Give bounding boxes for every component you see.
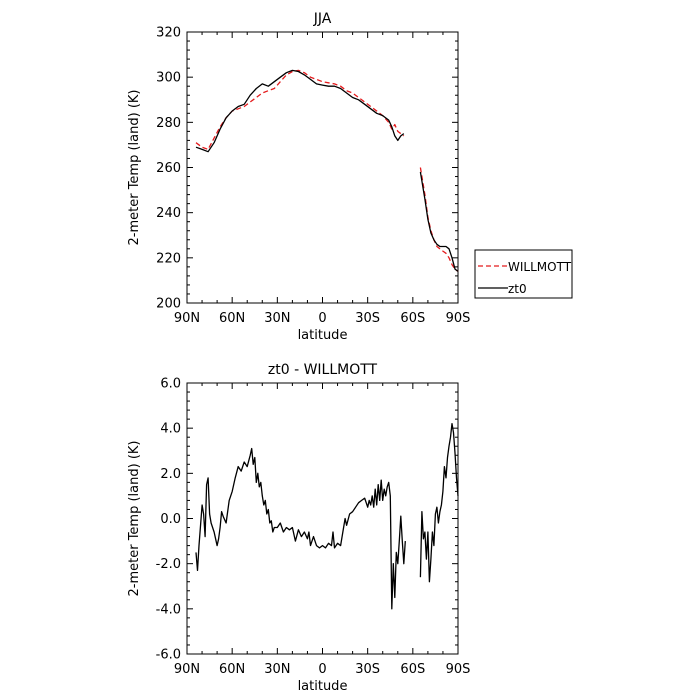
series-line-zt0: [419, 171, 459, 272]
plot-frame: [186, 382, 459, 655]
x-tick-label: 30N: [264, 311, 290, 326]
y-tick-label: 0.0: [160, 512, 181, 527]
y-tick-label: 2.0: [160, 467, 181, 482]
series-line-difference: [195, 447, 406, 610]
legend-label: WILLMOTT: [508, 260, 572, 274]
y-tick-label: 4.0: [160, 422, 181, 437]
y-tick-label: 320: [156, 26, 181, 41]
y-axis-label: 2-meter Temp (land) (K): [127, 90, 142, 246]
y-tick-label: 280: [156, 116, 181, 131]
legend-label: zt0: [508, 282, 527, 296]
series-line-willmott: [419, 167, 459, 272]
x-tick-label: 90S: [446, 662, 471, 677]
y-tick-label: -4.0: [156, 602, 181, 617]
y-tick-label: -2.0: [156, 557, 181, 572]
x-tick-label: 60S: [400, 311, 425, 326]
y-tick-label: 6.0: [160, 377, 181, 392]
x-tick-label: 60N: [219, 662, 245, 677]
chart-title: zt0 - WILLMOTT: [268, 362, 378, 378]
y-tick-label: 220: [156, 251, 181, 266]
panel-top: JJA 90N 60N 30N 0 30S 60S 90S 200 220 240 260 280 300…: [127, 11, 470, 343]
y-tick-label: 240: [156, 206, 181, 221]
y-axis-label: 2-meter Temp (land) (K): [127, 441, 142, 597]
x-tick-label: 60N: [219, 311, 245, 326]
x-tick-label: 90S: [446, 311, 471, 326]
x-tick-label: 30S: [355, 662, 380, 677]
x-tick-label: 30S: [355, 311, 380, 326]
x-tick-label: 30N: [264, 662, 290, 677]
plot-frame: [186, 31, 459, 304]
y-tick-label: 300: [156, 71, 181, 86]
x-tick-label: 0: [318, 662, 326, 677]
y-tick-label: 200: [156, 297, 181, 312]
y-tick-label: -6.0: [156, 648, 181, 663]
chart-title: JJA: [313, 11, 332, 27]
x-tick-label: 0: [318, 311, 326, 326]
legend-box: [474, 249, 573, 299]
x-tick-label: 60S: [400, 662, 425, 677]
x-tick-label: 90N: [174, 311, 200, 326]
x-axis-label: latitude: [298, 328, 348, 343]
series-line-difference: [419, 422, 459, 583]
x-axis-label: latitude: [298, 679, 348, 694]
legend: WILLMOTT zt0: [474, 249, 573, 299]
y-tick-label: 260: [156, 161, 181, 176]
x-tick-label: 90N: [174, 662, 200, 677]
series-line-zt0: [195, 69, 405, 153]
panel-bottom: zt0 - WILLMOTT 90N 60N 30N 0 30S 60S 90S -6.0 -4.…: [127, 362, 470, 694]
